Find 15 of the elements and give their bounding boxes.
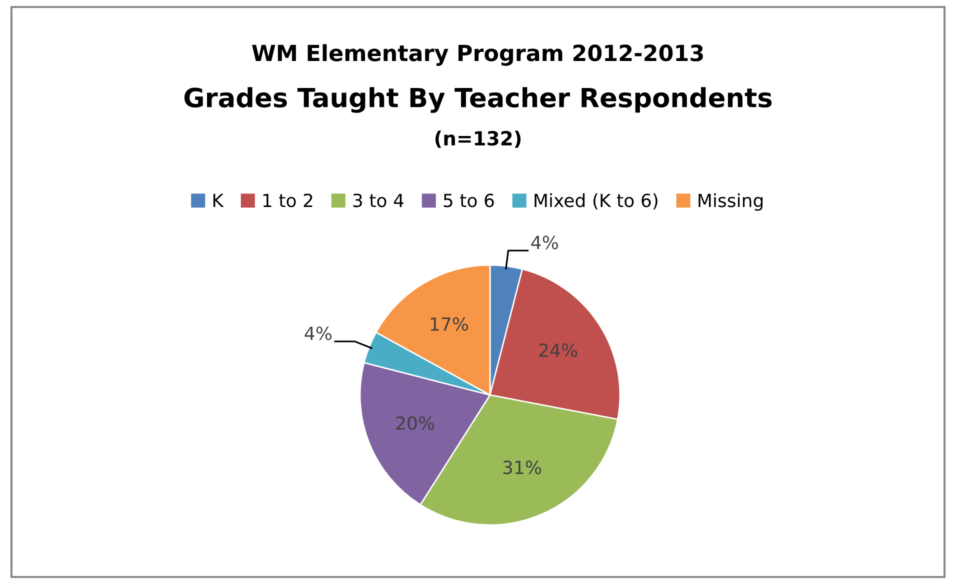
legend-label: 5 to 6 (444, 194, 494, 208)
legend-label: K (213, 194, 224, 207)
data-label: 4% (531, 236, 558, 250)
data-label: 24% (539, 343, 578, 358)
legend-label: 1 to 2 (263, 194, 312, 208)
data-label: 31% (503, 460, 542, 474)
text: (n=132) (435, 130, 521, 148)
chart-title: WM Elementary Program 2012-2013 (252, 44, 703, 66)
data-label: 20% (396, 416, 434, 430)
data-label: 4% (304, 326, 332, 340)
legend-label: 3 to 4 (353, 194, 404, 208)
legend-label: Missing (698, 193, 763, 211)
chart-subtitle: Grades Taught By Teacher Respondents (184, 87, 772, 113)
legend-label: Mixed (K to 6) (534, 193, 658, 210)
data-label: 17% (430, 317, 468, 331)
